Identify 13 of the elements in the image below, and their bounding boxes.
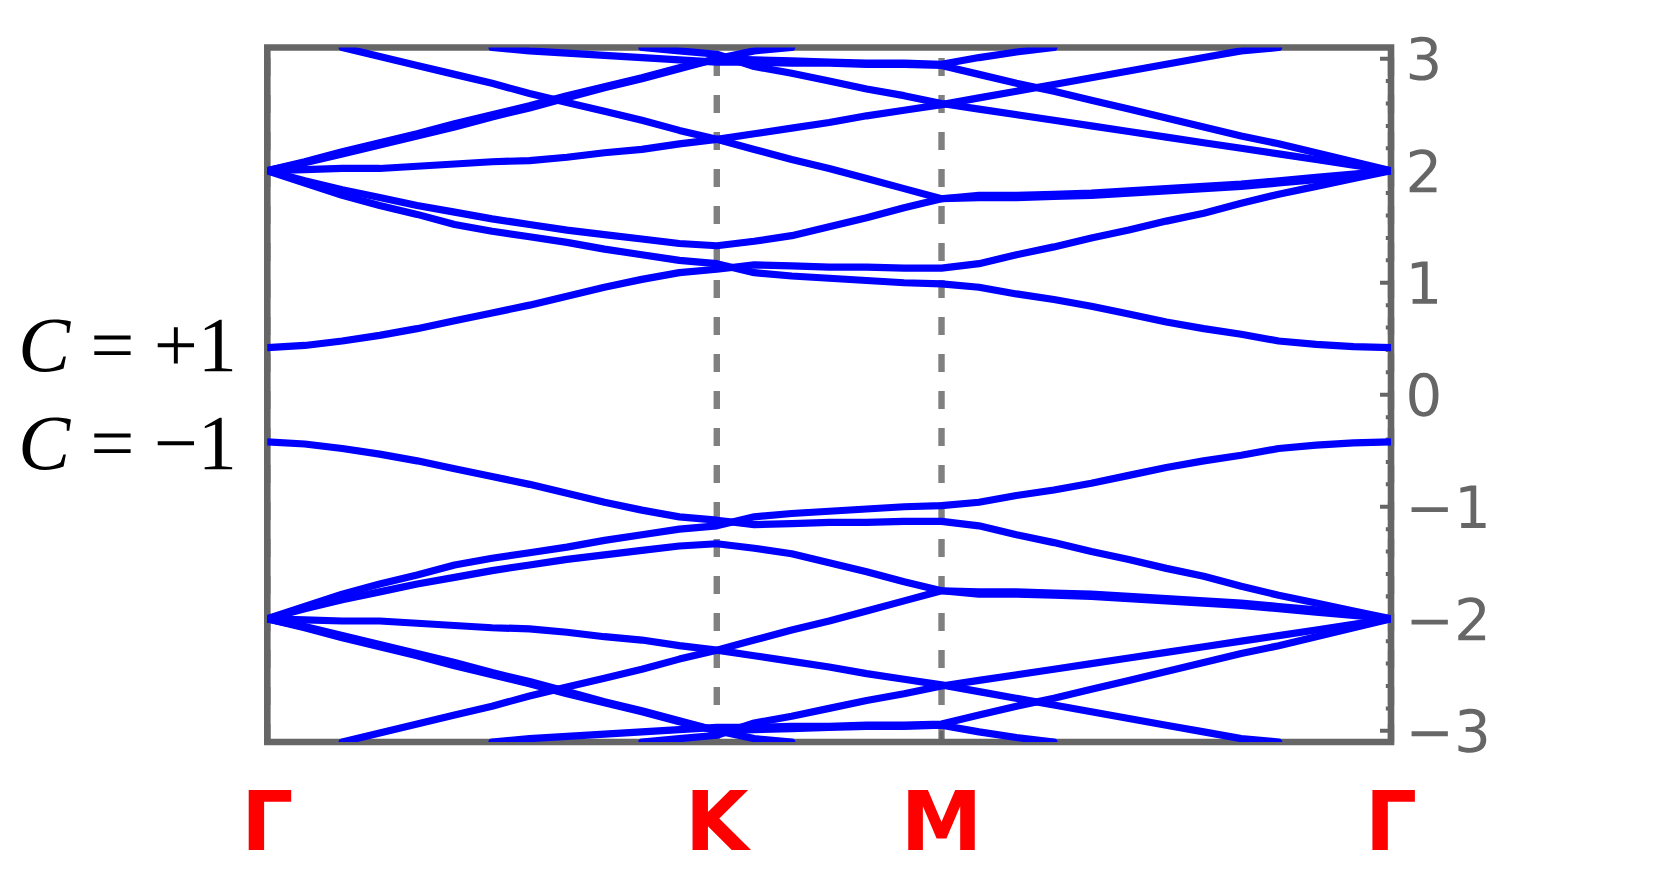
text: C = −1 — [22, 417, 233, 470]
y-tick-label: 3 — [1409, 36, 1438, 81]
x-tick-label: Γ — [248, 790, 292, 850]
y-tick-label: 2 — [1409, 149, 1437, 193]
x-tick-label: K — [692, 790, 752, 850]
x-tick-label: M — [908, 790, 975, 850]
y-tick-label: −3 — [1411, 708, 1487, 753]
x-tick-label: Γ — [1372, 790, 1415, 850]
y-tick-label: −2 — [1411, 597, 1486, 641]
y-tick-label: −1 — [1411, 485, 1486, 528]
y-tick-label: 0 — [1409, 372, 1439, 417]
y-tick-label: 1 — [1411, 261, 1437, 304]
text: C = +1 — [22, 319, 233, 372]
